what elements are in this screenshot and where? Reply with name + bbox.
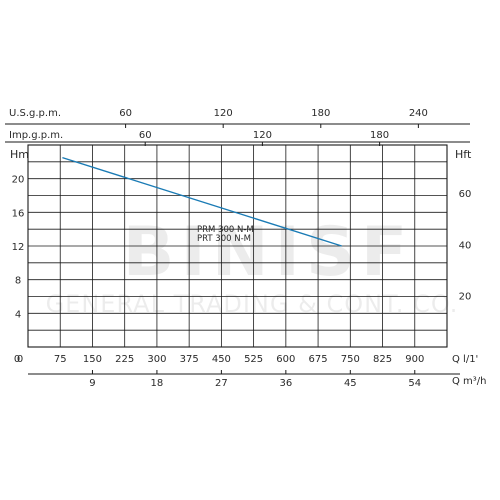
bottom-scales: Q l/1' Q m³/h [28, 354, 487, 387]
top-scales: U.S.g.p.m. Imp.g.p.m. [5, 108, 470, 143]
x-tick-label-m3h: 27 [215, 378, 228, 389]
y-tick-label-hft: 40 [459, 240, 472, 251]
performance-curve [62, 156, 342, 247]
x-tick-label-lmin: 0 [17, 354, 23, 365]
x-tick-label-impgpm: 120 [253, 130, 272, 141]
y-tick-label-hft: 60 [459, 189, 472, 200]
curve-label-prt: PRT 300 N-M [197, 234, 251, 244]
y-right-unit-label: Hft [455, 148, 472, 161]
impgpm-unit-label: Imp.g.p.m. [9, 130, 63, 141]
x-tick-label-lmin: 900 [405, 354, 424, 365]
x-tick-label-lmin: 525 [244, 354, 263, 365]
y-tick-label-hm: 16 [12, 208, 25, 219]
x-tick-label-m3h: 18 [151, 378, 164, 389]
curve-label-prm: PRM 300 N-M [197, 225, 254, 235]
x-tick-label-lmin: 75 [54, 354, 67, 365]
x-tick-label-m3h: 45 [344, 378, 357, 389]
x-tick-label-m3h: 54 [408, 378, 421, 389]
watermark: BINISF GENERAL TRADING & CONT. CO. [46, 213, 459, 318]
y-tick-label-hm: 12 [12, 242, 25, 253]
x-tick-label-usgpm: 240 [409, 108, 428, 119]
tick-labels: 0 75 150 225 300 375 450 525 600 675 750 825 900 9 18 2… [12, 108, 472, 389]
y-tick-label-hm: 0 [14, 354, 20, 365]
x-tick-label-lmin: 225 [115, 354, 134, 365]
y-left-unit-label: Hm [10, 148, 29, 161]
y-tick-label-hm: 8 [15, 276, 21, 287]
y-tick-label-hm: 4 [15, 309, 21, 320]
plot-frame [27, 144, 448, 348]
x-tick-label-impgpm: 60 [139, 130, 152, 141]
x-tick-label-lmin: 750 [341, 354, 360, 365]
x-tick-label-lmin: 825 [373, 354, 392, 365]
watermark-line-2: GENERAL TRADING & CONT. CO. [46, 290, 459, 318]
x-tick-label-usgpm: 120 [214, 108, 233, 119]
y-tick-label-hft: 20 [459, 292, 472, 303]
x-tick-label-impgpm: 180 [370, 130, 389, 141]
lmin-unit-label: Q l/1' [452, 354, 478, 365]
x-tick-label-m3h: 9 [89, 378, 95, 389]
x-tick-label-lmin: 675 [309, 354, 328, 365]
x-tick-label-lmin: 600 [276, 354, 295, 365]
x-tick-label-usgpm: 180 [311, 108, 330, 119]
x-tick-label-m3h: 36 [279, 378, 292, 389]
x-tick-label-lmin: 150 [83, 354, 102, 365]
x-tick-label-lmin: 375 [180, 354, 199, 365]
grid [28, 145, 447, 347]
watermark-line-1: BINISF [123, 213, 414, 292]
usgpm-unit-label: U.S.g.p.m. [9, 108, 61, 119]
x-tick-label-lmin: 300 [147, 354, 166, 365]
x-tick-label-lmin: 450 [212, 354, 231, 365]
x-tick-label-usgpm: 60 [119, 108, 132, 119]
m3h-unit-label: Q m³/h [452, 376, 487, 387]
y-tick-label-hm: 20 [12, 175, 25, 186]
